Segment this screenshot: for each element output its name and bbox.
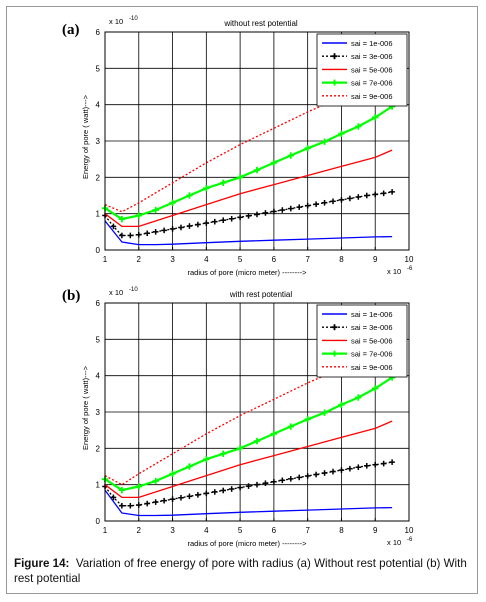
caption-label: Figure 14:: [14, 557, 70, 570]
legend-entry-5: sai = 9e-006: [351, 363, 393, 372]
y-axis-label: Energy of pore ( watt)--->: [81, 365, 90, 450]
caption-text: Variation of free energy of pore with ra…: [14, 557, 467, 585]
y-tick-label: 3: [96, 137, 101, 146]
x-tick-label: 3: [170, 255, 175, 264]
series-line-1: [104, 220, 393, 246]
x-tick-label: 5: [238, 255, 243, 264]
y-exponent-power: -10: [129, 287, 138, 293]
x-tick-label: 1: [103, 526, 108, 535]
y-tick-label: 2: [96, 444, 101, 453]
x-tick-label: 10: [405, 255, 414, 264]
legend-entry-2: sai = 3e-006: [351, 323, 393, 332]
legend-entry-2: sai = 3e-006: [351, 52, 393, 61]
x-axis-label: radius of pore (micro meter) -------->: [188, 539, 308, 548]
x-tick-label: 7: [305, 526, 310, 535]
chart-title: without rest potential: [223, 19, 298, 28]
legend-entry-1: sai = 1e-006: [351, 310, 393, 319]
legend-entry-3: sai = 5e-006: [351, 65, 393, 74]
legend-entry-4: sai = 7e-006: [351, 350, 393, 359]
x-exponent-power: -6: [407, 537, 413, 543]
legend-entry-4: sai = 7e-006: [351, 79, 393, 88]
y-tick-label: 1: [96, 210, 101, 219]
x-tick-label: 8: [339, 526, 344, 535]
plot-border: [104, 31, 410, 251]
x-tick-label: 2: [137, 255, 142, 264]
x-tick-label: 9: [373, 255, 378, 264]
y-tick-label: 4: [96, 101, 101, 110]
x-tick-label: 9: [373, 526, 378, 535]
figure-frame: [6, 6, 478, 594]
x-tick-label: 7: [305, 255, 310, 264]
y-tick-label: 4: [96, 372, 101, 381]
x-exponent: x 10: [387, 267, 401, 276]
chart-title: with rest potential: [229, 290, 292, 299]
y-tick-label: 5: [96, 335, 101, 344]
x-exponent-power: -6: [407, 266, 413, 272]
y-tick-label: 6: [96, 299, 101, 308]
x-tick-label: 10: [405, 526, 414, 535]
y-tick-label: 3: [96, 408, 101, 417]
x-exponent: x 10: [387, 538, 401, 547]
panel-a-label: (a): [62, 22, 80, 38]
y-tick-label: 0: [96, 246, 101, 255]
y-exponent-power: -10: [129, 16, 138, 22]
y-tick-label: 5: [96, 64, 101, 73]
x-tick-label: 1: [103, 255, 108, 264]
legend-entry-5: sai = 9e-006: [351, 92, 393, 101]
panel-b-label: (b): [62, 288, 81, 304]
legend-entry-3: sai = 5e-006: [351, 336, 393, 345]
y-axis-label: Energy of pore ( watt)--->: [81, 94, 90, 179]
x-axis-label: radius of pore (micro meter) -------->: [188, 268, 308, 277]
y-tick-label: 6: [96, 28, 101, 37]
x-tick-label: 5: [238, 526, 243, 535]
legend-entry-1: sai = 1e-006: [351, 39, 393, 48]
x-tick-label: 8: [339, 255, 344, 264]
x-tick-label: 6: [272, 255, 277, 264]
y-tick-label: 0: [96, 517, 101, 526]
x-tick-label: 2: [137, 526, 142, 535]
series-line-3: [104, 420, 393, 499]
x-tick-label: 4: [204, 255, 209, 264]
x-tick-label: 3: [170, 526, 175, 535]
series-line-3: [104, 149, 393, 228]
y-exponent: x 10: [109, 288, 123, 297]
x-tick-label: 4: [204, 526, 209, 535]
figure-caption: Figure 14: Variation of free energy of p…: [14, 556, 472, 586]
y-tick-label: 1: [96, 481, 101, 490]
y-exponent: x 10: [109, 17, 123, 26]
series-line-1: [104, 489, 393, 517]
plot-border: [104, 302, 410, 522]
x-tick-label: 6: [272, 526, 277, 535]
y-tick-label: 2: [96, 173, 101, 182]
